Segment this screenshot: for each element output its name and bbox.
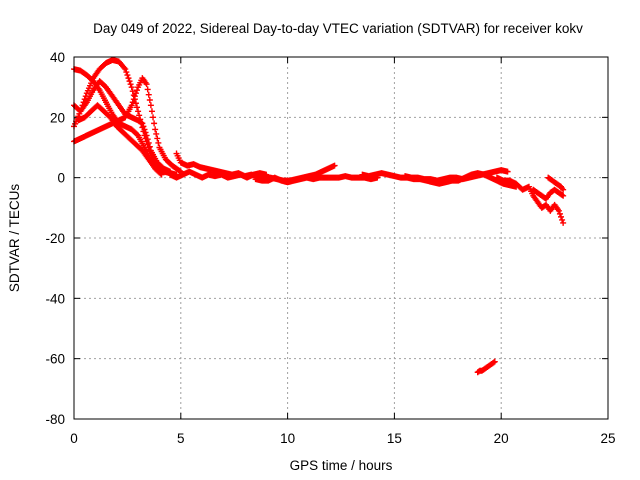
data-point bbox=[125, 75, 132, 82]
data-point bbox=[157, 170, 164, 177]
data-point bbox=[135, 108, 142, 115]
data-point bbox=[146, 143, 153, 150]
data-point bbox=[134, 87, 141, 94]
y-tick-label: -20 bbox=[45, 231, 65, 246]
x-tick-label: 20 bbox=[494, 431, 509, 446]
data-point bbox=[558, 213, 565, 220]
data-point bbox=[124, 72, 131, 79]
y-tick-label: 40 bbox=[50, 50, 65, 65]
data-point bbox=[143, 81, 150, 88]
y-tick-label: 0 bbox=[57, 171, 65, 186]
series-14 bbox=[474, 358, 498, 376]
data-point bbox=[560, 219, 567, 226]
data-point bbox=[123, 69, 130, 76]
data-point bbox=[132, 90, 139, 97]
x-axis-label: GPS time / hours bbox=[290, 458, 393, 473]
series-3 bbox=[71, 78, 174, 175]
series-5 bbox=[75, 102, 165, 178]
data-point bbox=[146, 96, 153, 103]
series-7 bbox=[167, 168, 270, 181]
data-point bbox=[121, 64, 128, 71]
data-point bbox=[148, 108, 155, 115]
data-point bbox=[331, 162, 338, 169]
data-point bbox=[555, 207, 562, 214]
data-point bbox=[158, 171, 165, 178]
data-point bbox=[130, 96, 137, 103]
x-tick-label: 5 bbox=[177, 431, 185, 446]
x-tick-label: 10 bbox=[280, 431, 295, 446]
data-point bbox=[134, 104, 141, 111]
data-point bbox=[151, 120, 158, 127]
series-8 bbox=[252, 173, 381, 186]
series-10 bbox=[402, 167, 511, 184]
x-tick-label: 25 bbox=[600, 431, 615, 446]
series-1 bbox=[71, 66, 180, 178]
data-point bbox=[152, 126, 159, 133]
data-point bbox=[129, 88, 136, 95]
y-tick-label: -60 bbox=[45, 352, 65, 367]
y-tick-label: -40 bbox=[45, 291, 65, 306]
data-point bbox=[150, 114, 157, 121]
data-point bbox=[138, 119, 145, 126]
data-point bbox=[129, 99, 136, 106]
y-axis-label: SDTVAR / TECUs bbox=[7, 184, 22, 293]
data-point bbox=[134, 131, 141, 138]
data-point bbox=[144, 86, 151, 93]
data-point bbox=[560, 192, 567, 199]
data-point bbox=[147, 102, 154, 109]
data-point bbox=[559, 216, 566, 223]
data-point bbox=[490, 359, 497, 366]
data-point bbox=[144, 136, 151, 143]
data-point bbox=[139, 120, 146, 127]
data-point bbox=[128, 102, 135, 109]
axis-ticks: 0 5 10 15 20 25 -80 -60 -40 -20 0 20 40 bbox=[45, 50, 615, 446]
series-12 bbox=[545, 174, 567, 193]
data-point bbox=[131, 93, 138, 100]
data-point bbox=[491, 358, 498, 365]
data-point bbox=[153, 130, 160, 137]
x-tick-label: 15 bbox=[387, 431, 402, 446]
series-11 bbox=[493, 174, 567, 226]
x-tick-label: 0 bbox=[70, 431, 78, 446]
data-point bbox=[145, 91, 152, 98]
data-point bbox=[143, 132, 150, 139]
data-point bbox=[142, 129, 149, 136]
data-point bbox=[141, 126, 148, 133]
data-point bbox=[140, 123, 147, 130]
data-point bbox=[126, 78, 133, 85]
data-point bbox=[154, 135, 161, 142]
data-point bbox=[81, 96, 88, 103]
y-tick-label: -80 bbox=[45, 412, 65, 427]
data-point bbox=[127, 81, 134, 88]
data-point bbox=[128, 84, 135, 91]
data-point bbox=[560, 186, 567, 193]
data-point bbox=[263, 171, 270, 178]
data-point bbox=[559, 192, 566, 199]
data-point bbox=[155, 139, 162, 146]
data-point bbox=[556, 210, 563, 217]
series-13 bbox=[530, 186, 567, 202]
data-marks bbox=[71, 57, 567, 376]
data-point bbox=[122, 66, 129, 73]
data-point bbox=[136, 112, 143, 119]
y-tick-label: 20 bbox=[50, 110, 65, 125]
data-point bbox=[176, 167, 183, 174]
data-point bbox=[132, 100, 139, 107]
data-point bbox=[504, 168, 511, 175]
data-point bbox=[145, 139, 152, 146]
plot-frame bbox=[73, 56, 609, 420]
chart-title: Day 049 of 2022, Sidereal Day-to-day VTE… bbox=[93, 21, 583, 36]
series-4 bbox=[71, 75, 184, 175]
